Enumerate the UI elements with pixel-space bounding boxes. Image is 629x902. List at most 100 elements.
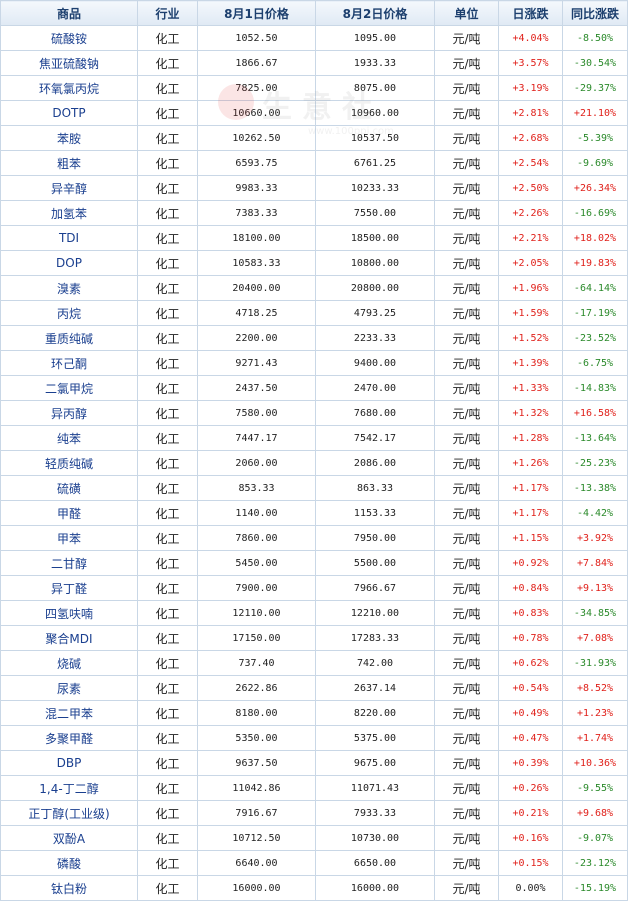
price-aug1-cell: 5350.00 (197, 725, 316, 751)
price-aug1-cell: 20400.00 (197, 275, 316, 301)
commodity-name-link[interactable]: 烧碱 (0, 650, 138, 676)
header-daily-change[interactable]: 日涨跌 (498, 0, 563, 26)
price-aug2-cell: 9675.00 (315, 750, 435, 776)
price-aug1-cell: 9983.33 (197, 175, 316, 201)
commodity-name-link[interactable]: TDI (0, 225, 138, 251)
table-row: DOP 化工 10583.33 10800.00 元/吨 +2.05% +19.83% (0, 250, 628, 276)
commodity-name-link[interactable]: 甲苯 (0, 525, 138, 551)
yoy-change-cell: +3.92% (562, 525, 628, 551)
commodity-name-link[interactable]: 加氢苯 (0, 200, 138, 226)
price-aug2-cell: 7680.00 (315, 400, 435, 426)
unit-cell: 元/吨 (434, 475, 499, 501)
industry-cell: 化工 (137, 100, 198, 126)
daily-change-cell: +0.78% (498, 625, 563, 651)
price-aug2-cell: 12210.00 (315, 600, 435, 626)
commodity-name-link[interactable]: 丙烷 (0, 300, 138, 326)
price-aug2-cell: 10960.00 (315, 100, 435, 126)
table-row: 苯胺 化工 10262.50 10537.50 元/吨 +2.68% -5.39% (0, 125, 628, 151)
price-aug1-cell: 10712.50 (197, 825, 316, 851)
commodity-name-link[interactable]: 双酚A (0, 825, 138, 851)
price-aug2-cell: 1933.33 (315, 50, 435, 76)
commodity-name-link[interactable]: 纯苯 (0, 425, 138, 451)
header-price-aug2[interactable]: 8月2日价格 (315, 0, 435, 26)
price-aug1-cell: 6593.75 (197, 150, 316, 176)
commodity-name-link[interactable]: 磷酸 (0, 850, 138, 876)
table-row: 甲苯 化工 7860.00 7950.00 元/吨 +1.15% +3.92% (0, 525, 628, 551)
table-row: 烧碱 化工 737.40 742.00 元/吨 +0.62% -31.93% (0, 650, 628, 676)
table-row: 溴素 化工 20400.00 20800.00 元/吨 +1.96% -64.14% (0, 275, 628, 301)
commodity-name-link[interactable]: 苯胺 (0, 125, 138, 151)
header-unit[interactable]: 单位 (434, 0, 499, 26)
price-aug2-cell: 8220.00 (315, 700, 435, 726)
price-aug1-cell: 853.33 (197, 475, 316, 501)
commodity-name-link[interactable]: 环己酮 (0, 350, 138, 376)
header-yoy-change[interactable]: 同比涨跌 (562, 0, 628, 26)
commodity-name-link[interactable]: DOTP (0, 100, 138, 126)
daily-change-cell: +2.21% (498, 225, 563, 251)
price-aug2-cell: 1095.00 (315, 25, 435, 51)
commodity-name-link[interactable]: 环氧氯丙烷 (0, 75, 138, 101)
commodity-name-link[interactable]: 轻质纯碱 (0, 450, 138, 476)
commodity-name-link[interactable]: 硫酸铵 (0, 25, 138, 51)
unit-cell: 元/吨 (434, 625, 499, 651)
header-industry[interactable]: 行业 (137, 0, 198, 26)
price-aug1-cell: 9271.43 (197, 350, 316, 376)
commodity-name-link[interactable]: 异丙醇 (0, 400, 138, 426)
unit-cell: 元/吨 (434, 800, 499, 826)
yoy-change-cell: -23.52% (562, 325, 628, 351)
commodity-name-link[interactable]: 硫磺 (0, 475, 138, 501)
commodity-name-link[interactable]: 二甘醇 (0, 550, 138, 576)
industry-cell: 化工 (137, 150, 198, 176)
daily-change-cell: +2.05% (498, 250, 563, 276)
industry-cell: 化工 (137, 325, 198, 351)
yoy-change-cell: -34.85% (562, 600, 628, 626)
commodity-name-link[interactable]: 重质纯碱 (0, 325, 138, 351)
yoy-change-cell: -8.50% (562, 25, 628, 51)
commodity-name-link[interactable]: 混二甲苯 (0, 700, 138, 726)
commodity-name-link[interactable]: 四氢呋喃 (0, 600, 138, 626)
table-row: 环氧氯丙烷 化工 7825.00 8075.00 元/吨 +3.19% -29.37% (0, 75, 628, 101)
commodity-name-link[interactable]: 溴素 (0, 275, 138, 301)
price-aug2-cell: 7933.33 (315, 800, 435, 826)
commodity-name-link[interactable]: 正丁醇(工业级) (0, 800, 138, 826)
table-row: 磷酸 化工 6640.00 6650.00 元/吨 +0.15% -23.12% (0, 850, 628, 876)
commodity-name-link[interactable]: 多聚甲醛 (0, 725, 138, 751)
yoy-change-cell: +18.02% (562, 225, 628, 251)
commodity-name-link[interactable]: 钛白粉 (0, 875, 138, 901)
unit-cell: 元/吨 (434, 100, 499, 126)
commodity-name-link[interactable]: 粗苯 (0, 150, 138, 176)
commodity-name-link[interactable]: 异丁醛 (0, 575, 138, 601)
commodity-name-link[interactable]: 聚合MDI (0, 625, 138, 651)
industry-cell: 化工 (137, 300, 198, 326)
industry-cell: 化工 (137, 525, 198, 551)
commodity-name-link[interactable]: 甲醛 (0, 500, 138, 526)
price-aug1-cell: 17150.00 (197, 625, 316, 651)
commodity-name-link[interactable]: DBP (0, 750, 138, 776)
commodity-name-link[interactable]: 二氯甲烷 (0, 375, 138, 401)
yoy-change-cell: +10.36% (562, 750, 628, 776)
unit-cell: 元/吨 (434, 250, 499, 276)
header-price-aug1[interactable]: 8月1日价格 (197, 0, 316, 26)
table-row: 甲醛 化工 1140.00 1153.33 元/吨 +1.17% -4.42% (0, 500, 628, 526)
price-aug1-cell: 2060.00 (197, 450, 316, 476)
commodity-name-link[interactable]: 1,4-丁二醇 (0, 775, 138, 801)
daily-change-cell: +0.15% (498, 850, 563, 876)
unit-cell: 元/吨 (434, 575, 499, 601)
unit-cell: 元/吨 (434, 50, 499, 76)
daily-change-cell: +1.15% (498, 525, 563, 551)
price-aug1-cell: 9637.50 (197, 750, 316, 776)
commodity-name-link[interactable]: 焦亚硫酸钠 (0, 50, 138, 76)
commodity-name-link[interactable]: 尿素 (0, 675, 138, 701)
commodity-name-link[interactable]: 异辛醇 (0, 175, 138, 201)
yoy-change-cell: -29.37% (562, 75, 628, 101)
unit-cell: 元/吨 (434, 375, 499, 401)
industry-cell: 化工 (137, 650, 198, 676)
price-aug1-cell: 10583.33 (197, 250, 316, 276)
header-commodity[interactable]: 商品 (0, 0, 138, 26)
industry-cell: 化工 (137, 750, 198, 776)
table-row: 重质纯碱 化工 2200.00 2233.33 元/吨 +1.52% -23.52% (0, 325, 628, 351)
table-row: 丙烷 化工 4718.25 4793.25 元/吨 +1.59% -17.19% (0, 300, 628, 326)
unit-cell: 元/吨 (434, 700, 499, 726)
table-row: 粗苯 化工 6593.75 6761.25 元/吨 +2.54% -9.69% (0, 150, 628, 176)
commodity-name-link[interactable]: DOP (0, 250, 138, 276)
